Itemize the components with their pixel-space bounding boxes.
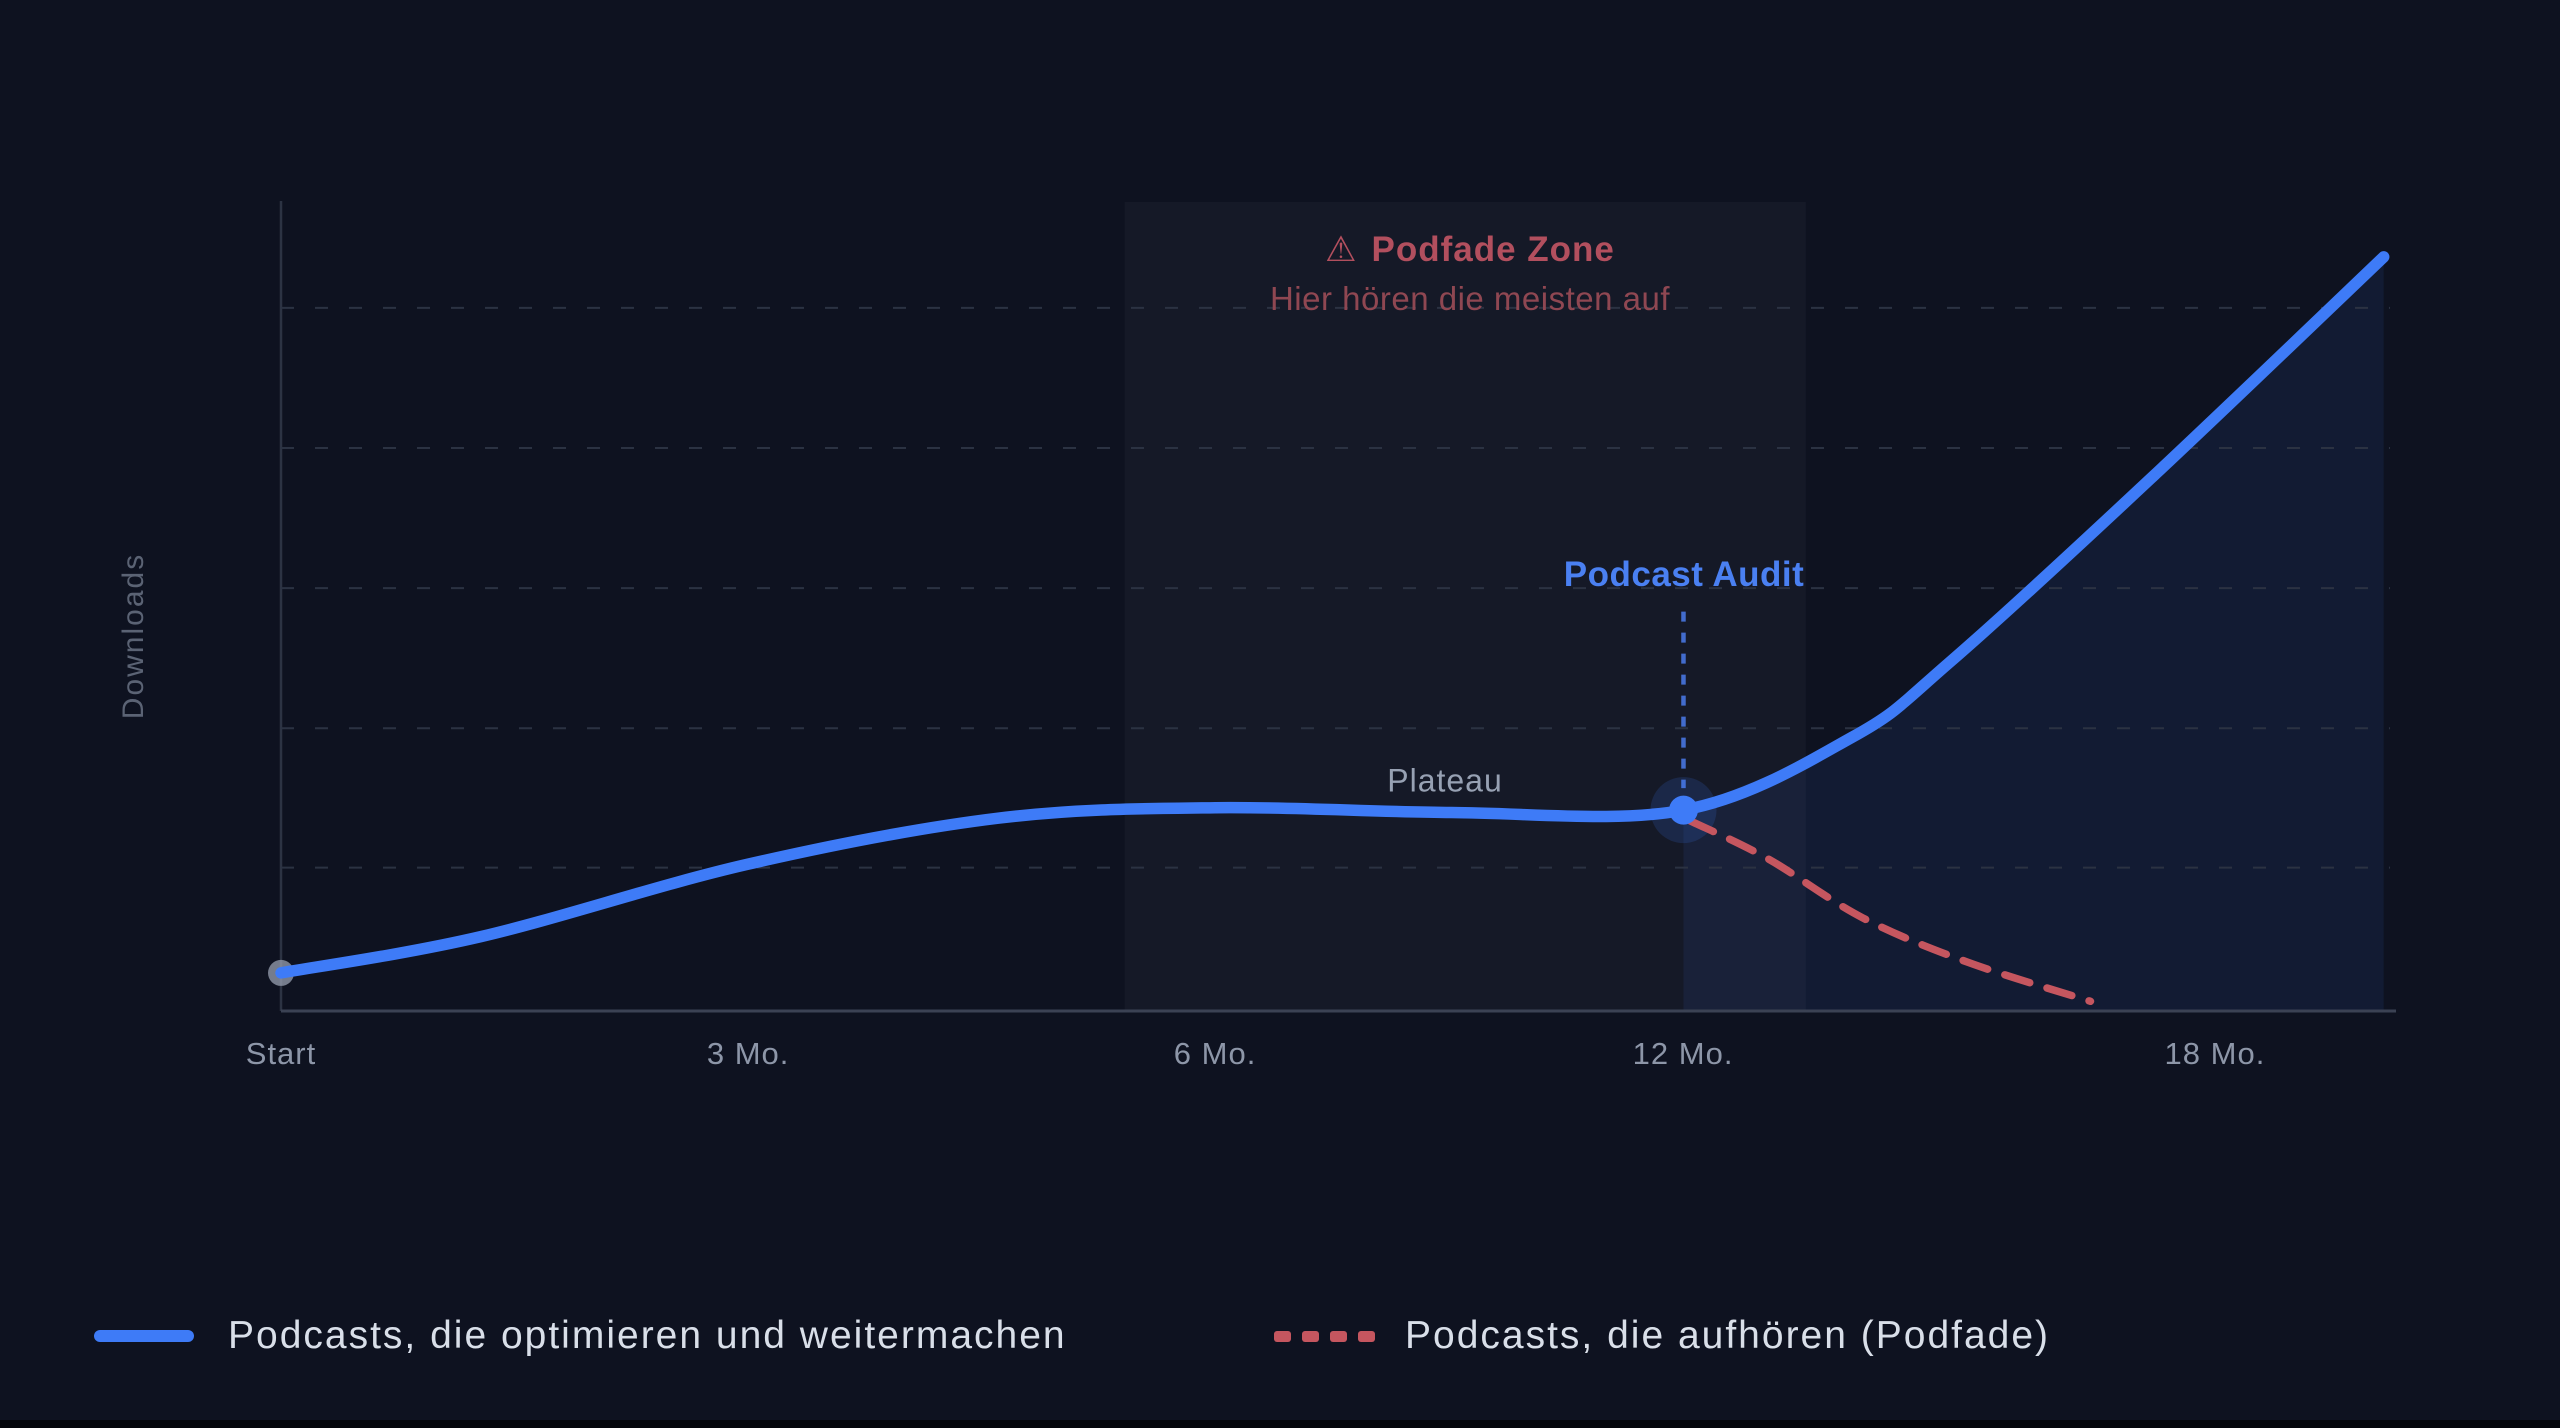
x-axis-tick-label: 6 Mo. — [1173, 1036, 1257, 1071]
x-axis-tick-label: 12 Mo. — [1632, 1036, 1734, 1071]
x-axis-tick-label: 18 Mo. — [2164, 1036, 2266, 1071]
podfade-zone-subtitle: Hier hören die meisten auf — [1269, 280, 1671, 317]
growth-area-fill — [1683, 256, 2384, 1011]
y-axis-label: Downloads — [117, 552, 150, 720]
podfade-zone-title: ⚠ Podfade Zone — [1325, 230, 1615, 270]
audit-point — [1668, 795, 1698, 825]
screen-bottom-edge — [0, 1420, 2560, 1428]
warning-icon: ⚠ — [1325, 230, 1358, 269]
optimized-line — [275, 251, 2390, 979]
podfade-zone-title-text: Podfade Zone — [1371, 230, 1615, 269]
podfade-line — [1686, 816, 2095, 1006]
legend-label-podfade: Podcasts, die aufhören (Podfade) — [1405, 1314, 2051, 1357]
plateau-annotation: Plateau — [1387, 762, 1503, 799]
legend-dashed-line-swatch — [1274, 1330, 1375, 1342]
x-axis-tick-label: Start — [245, 1036, 317, 1071]
podfade-zone-band — [1124, 202, 1806, 1010]
legend-item-podfade[interactable]: Podcasts, die aufhören (Podfade) — [1274, 1314, 2050, 1358]
legend-solid-line-swatch — [94, 1330, 194, 1342]
legend-label-optimized: Podcasts, die optimieren und weitermache… — [228, 1314, 1067, 1357]
x-axis-tick-label: 3 Mo. — [706, 1036, 790, 1071]
podcast-audit-annotation: Podcast Audit — [1563, 555, 1805, 594]
legend-item-optimized[interactable]: Podcasts, die optimieren und weitermache… — [94, 1314, 1067, 1358]
